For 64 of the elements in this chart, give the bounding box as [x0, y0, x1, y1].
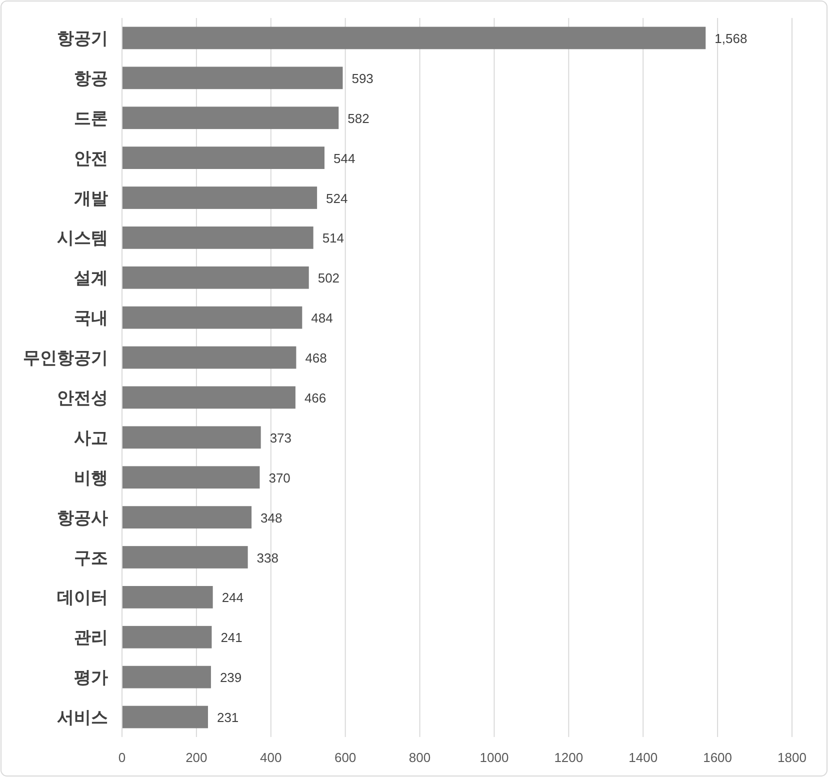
bar [122, 546, 248, 568]
y-tick-label: 사고 [74, 428, 108, 448]
x-tick-label: 1800 [778, 750, 806, 765]
y-tick-label: 시스템 [57, 228, 108, 248]
bar [122, 346, 296, 369]
y-tick-label: 평가 [74, 668, 108, 688]
data-label: 524 [326, 190, 348, 206]
data-label: 338 [256, 550, 279, 566]
bar [122, 26, 706, 50]
data-label: 468 [305, 350, 327, 366]
bar [122, 506, 252, 528]
x-tick-label: 800 [408, 750, 431, 765]
x-tick-label: 1400 [628, 750, 658, 765]
y-tick-label: 항공기 [57, 28, 108, 48]
data-label: 244 [222, 590, 244, 606]
y-tick-label: 무인항공기 [23, 348, 108, 368]
y-tick-label: 국내 [74, 308, 108, 328]
bar [122, 306, 302, 329]
bar [122, 226, 314, 249]
bar [122, 466, 260, 489]
bar [122, 106, 339, 130]
y-tick-label: 비행 [74, 468, 108, 488]
y-tick-label: 항공 [74, 68, 108, 88]
bar [122, 706, 208, 728]
data-label: 1,568 [714, 30, 748, 46]
x-tick-label: 1000 [480, 750, 509, 765]
x-tick-label: 400 [260, 750, 282, 765]
data-label: 241 [220, 630, 242, 646]
bar [122, 626, 212, 648]
bar [122, 666, 211, 688]
bar [122, 266, 309, 289]
data-label: 370 [268, 470, 290, 486]
data-label: 484 [311, 310, 333, 326]
data-label: 514 [322, 230, 344, 246]
y-tick-label: 드론 [74, 108, 108, 128]
bar [122, 386, 296, 409]
y-tick-label: 데이터 [57, 588, 108, 608]
data-label: 502 [318, 270, 340, 286]
bar [122, 66, 343, 90]
y-tick-label: 안전 [74, 148, 108, 168]
y-tick-label: 관리 [74, 628, 108, 648]
bar [122, 586, 213, 608]
y-tick-label: 항공사 [57, 508, 108, 528]
y-tick-label: 개발 [74, 188, 108, 208]
x-tick-label: 0 [118, 750, 126, 765]
data-label: 373 [270, 430, 292, 446]
bar [122, 426, 261, 449]
data-label: 544 [333, 150, 356, 166]
x-tick-label: 1600 [703, 750, 732, 765]
data-label: 348 [260, 510, 282, 526]
bar [122, 186, 318, 209]
data-label: 239 [220, 670, 242, 686]
data-label: 231 [216, 710, 239, 726]
y-tick-label: 설계 [74, 268, 108, 288]
bar [122, 146, 324, 169]
x-tick-label: 1200 [554, 750, 584, 765]
data-label: 582 [348, 110, 370, 126]
data-label: 593 [352, 70, 374, 86]
x-tick-label: 600 [334, 750, 356, 765]
x-tick-label: 200 [186, 750, 208, 765]
y-tick-label: 서비스 [57, 708, 108, 728]
y-tick-label: 구조 [74, 548, 108, 568]
data-label: 466 [304, 390, 326, 406]
y-tick-label: 안전성 [57, 388, 108, 408]
